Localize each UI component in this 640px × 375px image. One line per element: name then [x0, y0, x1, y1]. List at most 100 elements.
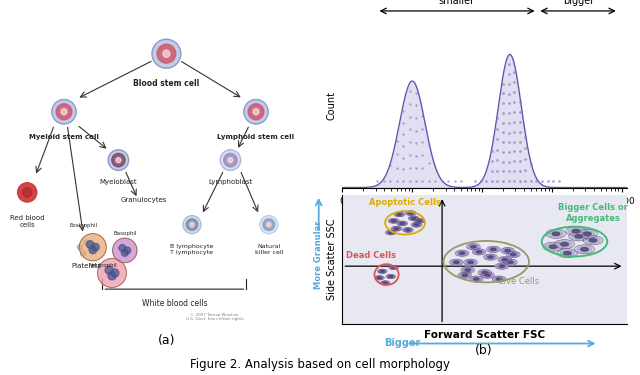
Circle shape — [561, 243, 568, 246]
Circle shape — [464, 259, 477, 266]
Point — [404, 165, 415, 171]
Circle shape — [483, 273, 493, 278]
Point — [515, 119, 525, 125]
Point — [498, 100, 508, 106]
Point — [498, 110, 508, 116]
Point — [498, 129, 508, 135]
Point — [392, 138, 402, 144]
Text: Lymphoid stem cell: Lymphoid stem cell — [218, 134, 294, 140]
Point — [509, 89, 519, 95]
Point — [486, 158, 497, 164]
Circle shape — [111, 269, 119, 277]
Circle shape — [398, 222, 406, 225]
Point — [398, 120, 408, 126]
Circle shape — [463, 268, 473, 272]
Point — [492, 136, 502, 142]
Circle shape — [244, 99, 268, 124]
Circle shape — [122, 249, 128, 256]
Point — [398, 143, 408, 149]
Circle shape — [400, 222, 404, 224]
Circle shape — [260, 216, 278, 234]
Point — [492, 178, 502, 184]
Circle shape — [396, 213, 403, 216]
Text: Apoptotic Cells: Apoptotic Cells — [369, 198, 441, 207]
Circle shape — [113, 238, 137, 262]
Circle shape — [387, 231, 395, 234]
Text: © 2007 Teresa Winslow
U.S. Govt. has certain rights: © 2007 Teresa Winslow U.S. Govt. has cer… — [186, 313, 243, 321]
Circle shape — [415, 219, 423, 223]
Circle shape — [454, 261, 459, 264]
Point — [481, 178, 492, 184]
Circle shape — [485, 274, 490, 276]
Circle shape — [469, 276, 483, 282]
Circle shape — [492, 276, 506, 282]
Circle shape — [389, 276, 393, 278]
Point — [515, 109, 525, 115]
Point — [504, 81, 514, 87]
Circle shape — [499, 265, 504, 267]
Circle shape — [56, 104, 72, 120]
Circle shape — [88, 244, 94, 250]
Circle shape — [253, 109, 259, 115]
Circle shape — [569, 232, 589, 241]
Circle shape — [381, 281, 388, 285]
Point — [509, 119, 519, 125]
Point — [504, 178, 514, 184]
Circle shape — [90, 248, 95, 253]
Circle shape — [575, 235, 582, 238]
Circle shape — [485, 255, 495, 260]
Point — [509, 69, 519, 75]
Circle shape — [555, 240, 575, 249]
Point — [526, 178, 536, 184]
Circle shape — [486, 246, 500, 252]
Point — [504, 71, 514, 77]
Point — [504, 110, 514, 116]
Point — [417, 126, 428, 132]
Circle shape — [548, 230, 563, 237]
Point — [417, 165, 428, 171]
Point — [515, 139, 525, 145]
Point — [504, 159, 514, 165]
Point — [430, 178, 440, 184]
Circle shape — [498, 256, 511, 263]
Circle shape — [568, 228, 584, 235]
Point — [398, 155, 408, 161]
Text: Dead Cells: Dead Cells — [346, 251, 396, 260]
Circle shape — [566, 227, 586, 236]
Point — [504, 149, 514, 155]
Text: Figure 2. Analysis based on cell morphology: Figure 2. Analysis based on cell morphol… — [190, 358, 450, 371]
Circle shape — [451, 260, 461, 265]
Point — [498, 139, 508, 145]
Circle shape — [89, 246, 97, 254]
Circle shape — [116, 158, 121, 163]
Point — [537, 178, 547, 184]
Point — [509, 158, 519, 164]
Text: Red blood
cells: Red blood cells — [10, 215, 44, 228]
Circle shape — [119, 244, 126, 251]
Point — [520, 135, 531, 141]
Circle shape — [461, 267, 474, 273]
Circle shape — [557, 241, 572, 248]
Point — [520, 156, 531, 162]
Point — [548, 178, 558, 184]
Text: Natural
killer cell: Natural killer cell — [255, 244, 283, 255]
Circle shape — [472, 249, 486, 255]
Text: Live Cells: Live Cells — [499, 277, 539, 286]
Text: (a): (a) — [157, 334, 175, 347]
Circle shape — [468, 244, 479, 249]
Point — [449, 178, 460, 184]
Circle shape — [383, 282, 387, 284]
Point — [424, 160, 434, 166]
Circle shape — [502, 258, 508, 261]
Circle shape — [546, 229, 566, 238]
Circle shape — [494, 277, 504, 281]
Point — [392, 151, 402, 157]
Text: Lymphoblast: Lymphoblast — [208, 180, 253, 186]
Circle shape — [474, 278, 479, 280]
Point — [486, 178, 497, 184]
Point — [417, 139, 428, 145]
Point — [385, 162, 396, 168]
Point — [476, 178, 486, 184]
Circle shape — [508, 261, 513, 264]
Circle shape — [18, 183, 37, 202]
